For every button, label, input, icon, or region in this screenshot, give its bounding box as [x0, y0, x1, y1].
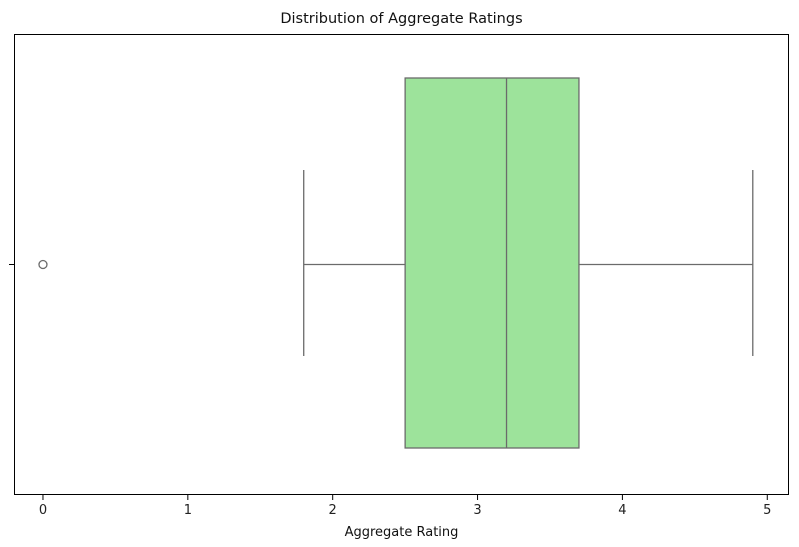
interquartile-box — [404, 77, 580, 449]
x-tick-label: 1 — [184, 503, 192, 518]
x-tick-label: 2 — [329, 503, 337, 518]
chart-title: Distribution of Aggregate Ratings — [280, 11, 522, 27]
x-tick-label: 4 — [618, 503, 626, 518]
x-tick-label: 0 — [39, 503, 47, 518]
axes-frame — [14, 34, 789, 495]
x-tick-label: 5 — [763, 503, 771, 518]
x-axis-label: Aggregate Rating — [345, 525, 459, 540]
x-tick-label: 3 — [473, 503, 481, 518]
box-plot-marks — [38, 77, 754, 449]
outlier-point — [38, 259, 48, 270]
x-axis-ticks: 0 1 2 3 4 5 — [9, 264, 771, 518]
